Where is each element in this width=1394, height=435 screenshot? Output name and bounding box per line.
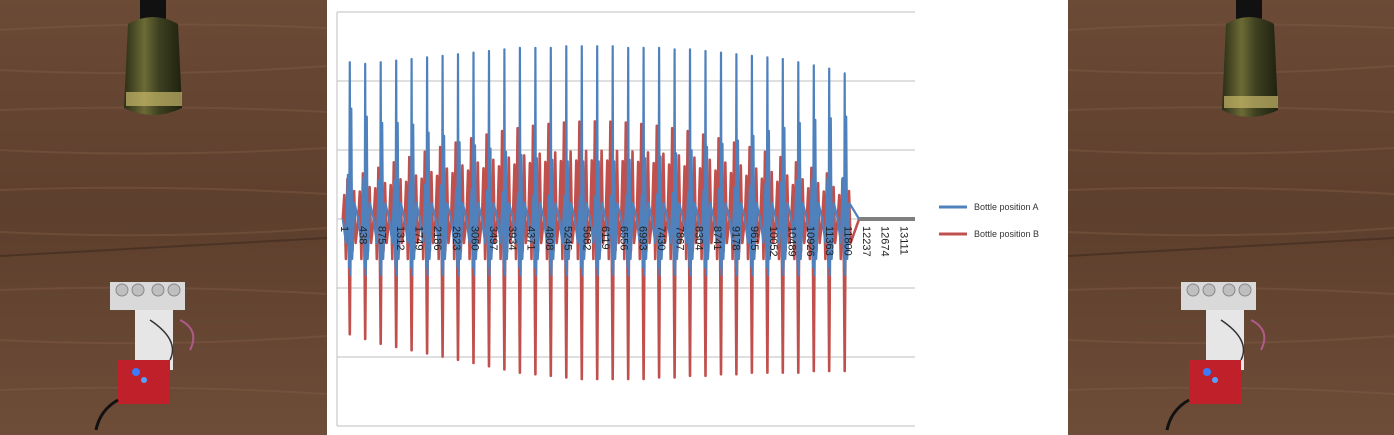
x-tick-label: 6119 [599, 226, 611, 250]
x-tick-label: 13111 [897, 226, 909, 255]
x-tick-label: 12237 [860, 226, 872, 257]
x-axis-tick-labels: 1 438 875 1312 1749 2186 2623 3060 3497 3934 4371 4… [338, 226, 909, 257]
x-tick-label: 9615 [748, 226, 760, 250]
chart-panel: 1 438 875 1312 1749 2186 2623 3060 3497 3934 4371 4… [327, 0, 1068, 435]
x-tick-label: 2623 [450, 226, 462, 250]
series-line-bottle-position-b [341, 120, 861, 381]
x-tick-label: 1312 [394, 226, 406, 250]
x-tick-label: 5245 [562, 226, 574, 250]
x-tick-label: 7867 [674, 226, 686, 250]
x-tick-label: 6993 [636, 226, 648, 250]
sensor-circuit-board [1165, 282, 1266, 431]
legend-label: Bottle position A [974, 202, 1039, 212]
x-tick-label: 3060 [469, 226, 481, 250]
line-chart: 1 438 875 1312 1749 2186 2623 3060 3497 3934 4371 4… [336, 11, 1039, 427]
x-tick-label: 7430 [655, 226, 667, 250]
x-tick-label: 10926 [804, 226, 816, 257]
x-tick-label: 3497 [487, 226, 499, 250]
x-tick-label: 10489 [785, 226, 797, 257]
x-tick-label: 5682 [580, 226, 592, 250]
x-tick-label: 3934 [506, 226, 518, 250]
series-line-bottle-position-a [341, 45, 861, 277]
legend: Bottle position A Bottle position B [939, 202, 1039, 239]
x-tick-label: 11363 [823, 226, 835, 256]
left-photo-bottle-position-a [0, 0, 327, 435]
x-tick-label: 11800 [841, 226, 853, 256]
x-tick-label: 8741 [711, 226, 723, 250]
x-tick-label: 2186 [431, 226, 443, 250]
x-tick-label: 10052 [767, 226, 779, 257]
legend-label: Bottle position B [974, 229, 1039, 239]
x-tick-label: 1 [338, 226, 350, 232]
x-tick-label: 4371 [524, 226, 536, 250]
x-tick-label: 9178 [730, 226, 742, 250]
x-tick-label: 6556 [618, 226, 630, 250]
x-tick-label: 438 [357, 226, 369, 244]
x-tick-label: 1749 [413, 226, 425, 250]
series-lines [341, 45, 915, 381]
right-photo-bottle-position-b [1068, 0, 1394, 435]
sensor-circuit-board [94, 282, 195, 431]
x-tick-label: 875 [375, 226, 387, 244]
x-tick-label: 4808 [543, 226, 555, 250]
x-tick-label: 8304 [692, 226, 704, 250]
grid-lines [336, 11, 915, 427]
x-tick-label: 12674 [879, 226, 891, 257]
